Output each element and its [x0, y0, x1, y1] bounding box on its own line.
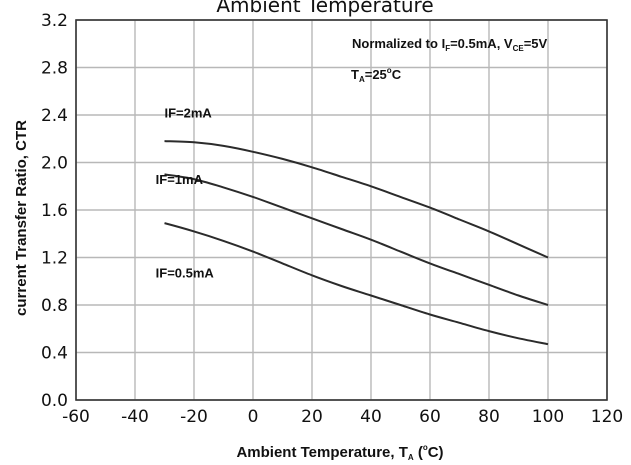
y-tick-label: 0.8	[41, 296, 68, 316]
x-tick-label: 120	[591, 407, 623, 427]
y-tick-label: 1.2	[41, 249, 68, 269]
x-axis-title: Ambient Temperature, TA (oC)	[236, 443, 443, 462]
plot-frame	[75, 19, 608, 401]
grid	[75, 19, 608, 401]
y-tick-label: 1.6	[41, 201, 68, 221]
x-tick-label: 60	[419, 407, 441, 427]
series-label-1: IF=1mA	[156, 172, 204, 187]
x-tick-label: 40	[360, 407, 382, 427]
series-label-2: IF=0.5mA	[156, 266, 215, 281]
y-tick-labels: 0.0 0.4 0.8 1.2 1.6 2.0 2.4 2.8 3.2	[41, 11, 68, 411]
x-tick-label: -20	[180, 407, 208, 427]
x-tick-label: 0	[248, 407, 259, 427]
y-tick-label: 2.8	[41, 59, 68, 79]
page-title: Ambient Temperature	[216, 0, 433, 17]
y-tick-label: 3.2	[41, 11, 68, 31]
series-line-1	[164, 173, 549, 306]
y-tick-label: 0.4	[41, 344, 68, 364]
x-tick-label: 80	[478, 407, 500, 427]
y-tick-label: 2.0	[41, 154, 68, 174]
y-tick-label: 2.4	[41, 106, 68, 126]
x-tick-label: 20	[301, 407, 323, 427]
x-tick-label: -40	[121, 407, 149, 427]
annotation-normalized: Normalized to IF=0.5mA, VCE=5V	[352, 36, 548, 53]
annotation-temperature: TA=25oC	[351, 66, 402, 84]
y-tick-label: 0.0	[41, 391, 68, 411]
x-tick-label: 100	[532, 407, 564, 427]
series-line-2	[164, 222, 549, 346]
y-axis-title: current Transfer Ratio, CTR	[13, 120, 30, 316]
x-tick-label: -60	[62, 407, 90, 427]
x-tick-labels: -60 -40 -20 0 20 40 60 80 100 120	[62, 407, 623, 427]
series-labels: IF=2mA IF=1mA IF=0.5mA	[156, 105, 215, 280]
series-line-0	[164, 140, 549, 259]
series-lines	[164, 140, 549, 346]
series-label-0: IF=2mA	[165, 105, 213, 120]
